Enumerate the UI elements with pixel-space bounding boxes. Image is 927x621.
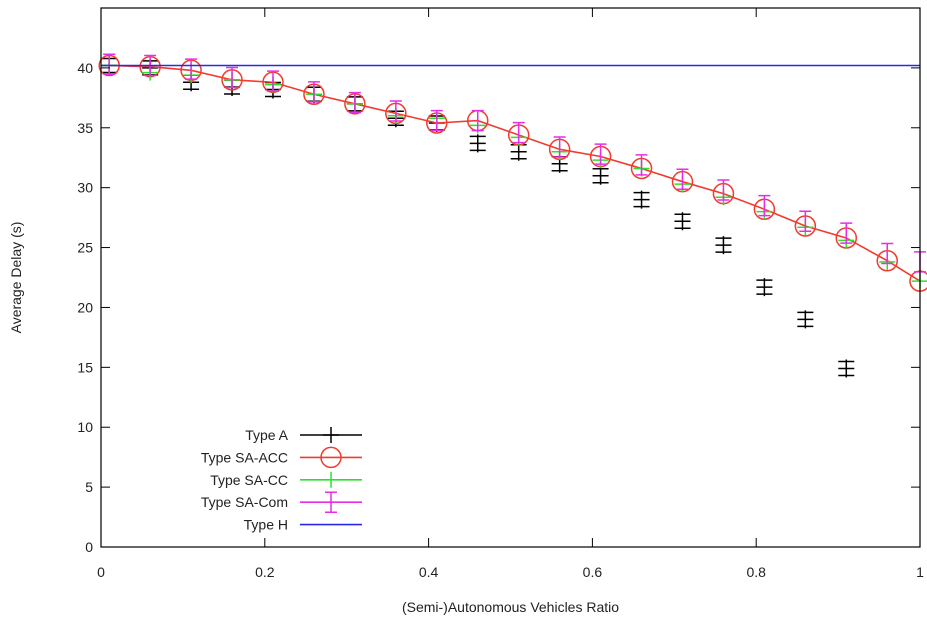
data-point [797,310,814,329]
data-point [226,66,239,89]
y-axis-label: Average Delay (s) [8,222,24,334]
data-point [756,278,773,297]
y-tick-label: 40 [77,60,93,76]
data-point [469,134,486,153]
legend-swatch-marker [325,491,337,513]
series-line [109,64,921,282]
y-tick-label: 15 [77,359,93,375]
data-point [676,168,689,191]
data-point [715,236,732,255]
x-axis-label: (Semi-)Autonomous Vehicles Ratio [402,599,619,615]
x-tick-label: 0 [97,564,105,580]
series-type-sa-acc [98,54,927,292]
data-point [633,190,650,209]
data-point [430,109,443,132]
plot-frame [100,7,921,548]
data-point [674,212,691,231]
chart-marks [98,53,927,378]
data-point [635,154,648,176]
data-point [838,359,855,378]
legend-swatch-marker [320,446,342,469]
data-point [348,91,361,114]
data-point [594,143,607,165]
y-tick-label: 0 [85,539,93,555]
data-point [512,121,525,144]
y-tick-label: 35 [77,120,93,136]
x-tick-label: 0.2 [255,564,275,580]
data-point [185,58,198,80]
data-point [266,70,279,92]
legend-label: Type SA-ACC [201,449,288,465]
series-type-a [101,56,855,378]
legend-label: Type H [244,517,288,533]
x-tick-label: 0.8 [746,564,766,580]
data-point [307,81,320,103]
y-tick-label: 30 [77,180,93,196]
series-type-sa-cc [101,57,927,290]
legend-label: Type SA-CC [210,472,288,488]
x-tick-label: 0.4 [419,564,439,580]
data-point [592,166,609,185]
data-point [758,194,771,217]
legend-swatch-marker [323,427,339,443]
data-point [717,179,730,201]
legend-swatch-marker [323,471,339,488]
data-point [553,136,566,158]
data-point [840,222,853,244]
y-tick-label: 5 [85,479,93,495]
data-point [103,53,116,76]
y-tick-label: 10 [77,419,93,435]
legend-label: Type SA-Com [201,494,288,510]
data-point [799,210,812,232]
legend: Type A Type SA-ACC Type SA-CC Type SA-Com Ty… [201,427,362,533]
legend-label: Type A [245,427,288,443]
data-point [389,100,402,122]
data-point [471,109,484,132]
y-tick-label: 20 [77,299,93,315]
x-tick-label: 0.6 [583,564,603,580]
series-type-sa-com [103,53,926,273]
y-tick-label: 25 [77,240,93,256]
data-point [881,242,894,265]
x-tick-label: 1 [916,564,924,580]
